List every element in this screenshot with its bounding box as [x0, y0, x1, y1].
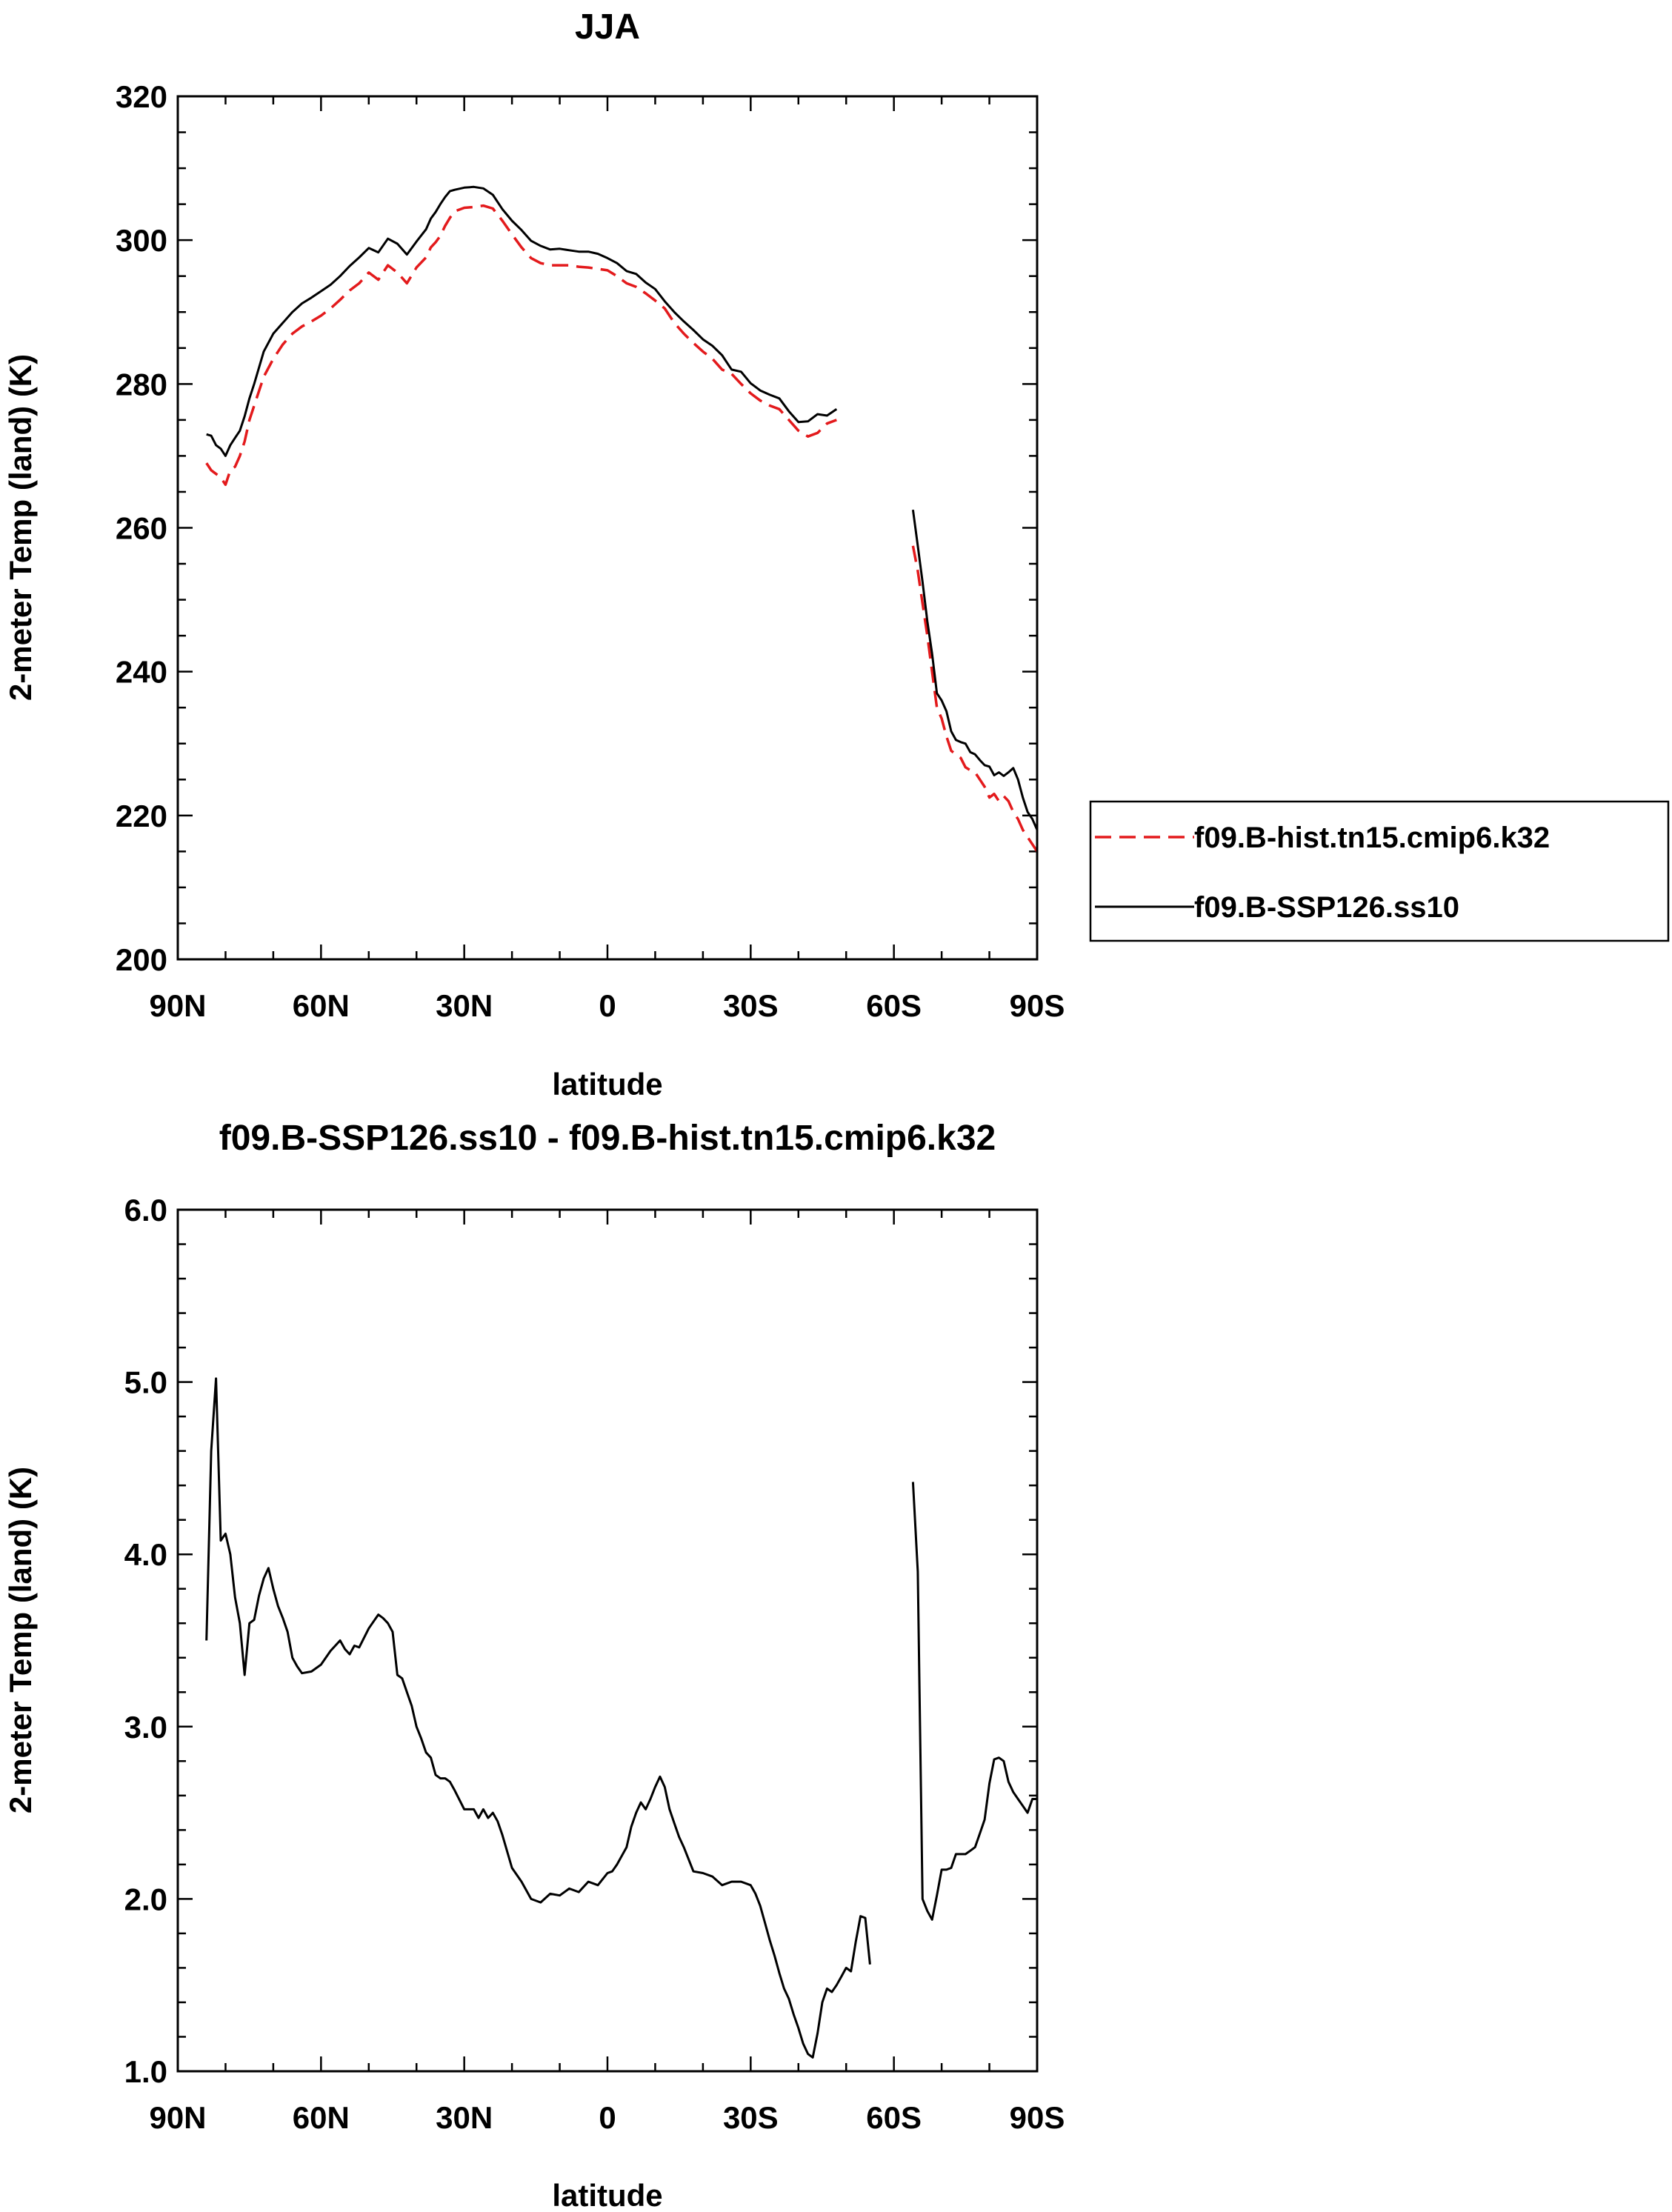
y-tick-label: 300	[116, 223, 167, 258]
bottom-chart-frame	[176, 1208, 1039, 2073]
legend-box	[1089, 800, 1670, 942]
top-chart-frame	[176, 95, 1039, 961]
bottom-chart: f09.B-SSP126.ss10 - f09.B-hist.tn15.cmip…	[3, 1119, 1065, 2212]
x-tick-label: 60S	[866, 988, 922, 1023]
top-chart-title: JJA	[575, 7, 640, 47]
x-tick-label: 0	[599, 2100, 616, 2135]
bottom-chart-y-tick-labels: 1.0 2.0 3.0 4.0 5.0 6.0	[124, 1193, 167, 2089]
bottom-chart-title: f09.B-SSP126.ss10 - f09.B-hist.tn15.cmip…	[219, 1119, 996, 1158]
y-tick-label: 320	[116, 79, 167, 114]
x-tick-label: 90N	[149, 2100, 206, 2135]
x-tick-label: 30S	[723, 2100, 779, 2135]
y-tick-label: 4.0	[124, 1537, 167, 1572]
bottom-chart-x-tick-labels: 90N 60N 30N 0 30S 60S 90S	[149, 2100, 1065, 2135]
y-tick-label: 280	[116, 367, 167, 402]
bottom-chart-y-axis-label: 2-meter Temp (land) (K)	[3, 1467, 38, 1813]
y-tick-label: 3.0	[124, 1710, 167, 1745]
series-line-f09-b-ssp126-ss10-f09-b-hist-tn15-cmip6-k32-segment-0	[205, 1377, 871, 2059]
y-tick-label: 6.0	[124, 1193, 167, 1227]
bottom-chart-x-axis-label: latitude	[552, 2178, 662, 2212]
bottom-chart-series	[205, 1377, 1037, 2059]
top-chart-y-tick-labels: 200 220 240 260 280 300 320	[116, 79, 167, 977]
y-tick-label: 5.0	[124, 1365, 167, 1400]
top-chart-series	[205, 185, 1039, 853]
top-chart-y-axis-label: 2-meter Temp (land) (K)	[3, 354, 38, 701]
x-tick-label: 90S	[1010, 2100, 1065, 2135]
series-line-f09-b-hist-tn15-cmip6-k32-segment-0	[205, 204, 837, 487]
x-tick-label: 60N	[293, 2100, 350, 2135]
y-tick-label: 220	[116, 799, 167, 833]
top-chart-ticks	[176, 95, 1039, 961]
x-tick-label: 30S	[723, 988, 779, 1023]
x-tick-label: 30N	[436, 988, 493, 1023]
legend-label-ssp126: f09.B-SSP126.ss10	[1194, 891, 1459, 924]
x-tick-label: 60S	[866, 2100, 922, 2135]
y-tick-label: 260	[116, 511, 167, 546]
top-chart: JJA 200 220 240 260 280 300 320 90N 60N 30N 0 30S 6…	[3, 7, 1670, 1102]
series-line-f09-b-ssp126-ss10-f09-b-hist-tn15-cmip6-k32-segment-1	[911, 1482, 1037, 1921]
top-chart-x-tick-labels: 90N 60N 30N 0 30S 60S 90S	[149, 988, 1065, 1023]
y-tick-label: 200	[116, 942, 167, 977]
legend-label-hist: f09.B-hist.tn15.cmip6.k32	[1194, 822, 1550, 854]
top-chart-x-axis-label: latitude	[552, 1067, 662, 1102]
x-tick-label: 90N	[149, 988, 206, 1023]
x-tick-label: 30N	[436, 2100, 493, 2135]
y-tick-label: 240	[116, 655, 167, 690]
y-tick-label: 2.0	[124, 1882, 167, 1916]
top-chart-legend: f09.B-hist.tn15.cmip6.k32 f09.B-SSP126.s…	[1089, 800, 1670, 942]
y-tick-label: 1.0	[124, 2054, 167, 2089]
series-line-f09-b-ssp126-ss10-segment-0	[206, 185, 838, 457]
x-tick-label: 60N	[293, 988, 350, 1023]
series-line-f09-b-ssp126-ss10-segment-1	[911, 510, 1039, 830]
x-tick-label: 0	[599, 988, 616, 1023]
x-tick-label: 90S	[1010, 988, 1065, 1023]
